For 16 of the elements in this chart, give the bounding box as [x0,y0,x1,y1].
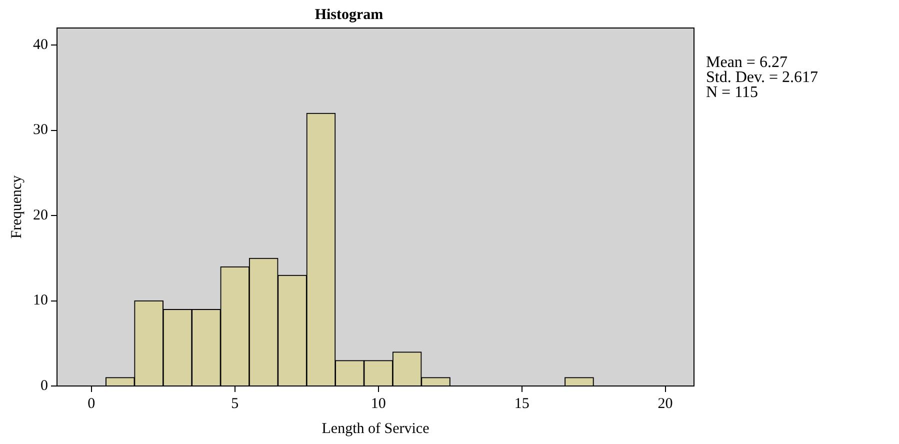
y-tick-label: 10 [33,292,48,309]
x-tick-label: 20 [658,396,673,412]
text: N = 115 [706,84,759,101]
x-tick-label: 15 [514,396,530,412]
y-tick-label: 20 [33,207,48,224]
x-tick-label: 10 [370,396,386,412]
x-axis-title: Length of Service [322,420,430,437]
y-tick-label: 30 [33,122,48,138]
y-tick-label: 40 [33,36,48,53]
y-axis-title: Frequency [8,174,25,239]
x-tick-label: 5 [231,396,239,412]
text: Std. Dev. = 2.617 [706,69,818,86]
text: Mean = 6.27 [706,54,788,71]
chart-title: Histogram [314,6,384,23]
x-tick-label: 0 [88,396,96,412]
y-tick-label: 0 [40,378,48,394]
